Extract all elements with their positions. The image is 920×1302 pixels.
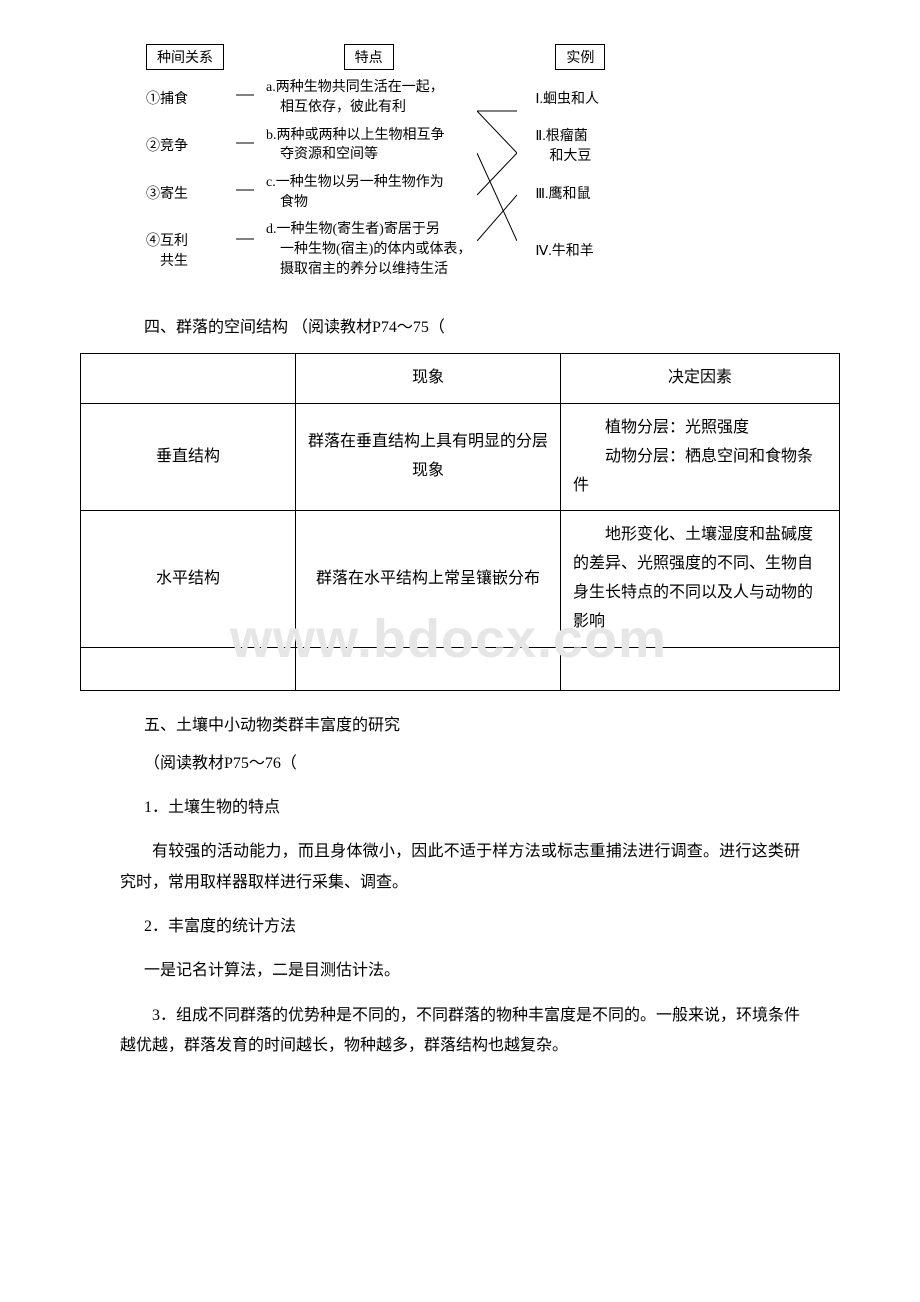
section5-p2-title: 2．丰富度的统计方法 [144, 912, 800, 942]
table-row1-c3a: 植物分层：光照强度 [573, 414, 827, 443]
table-row1-c3b: 动物分层：栖息空间和食物条件 [573, 443, 827, 501]
section5-p2-body: 一是记名计算法，二是目测估计法。 [144, 956, 800, 986]
diagram-head-col2: 特点 [344, 44, 394, 70]
diagram-head-col1: 种间关系 [146, 44, 224, 70]
diagram-label-3: ③寄生 [140, 169, 230, 216]
section5-note: （阅读教材P75～76（ [144, 749, 800, 779]
table-head-c2: 现象 [296, 354, 561, 404]
table-head-blank [81, 354, 296, 404]
section5-title: 五、土壤中小动物类群丰富度的研究 [144, 711, 860, 735]
diagram-feature-a: a.两种生物共同生活在一起， 相互依存，彼此有利 [260, 74, 477, 121]
relationship-diagram: 种间关系 特点 实例 ①捕食 a.两种生物共同生活在一起， 相互依存，彼此有利 [140, 40, 860, 283]
table-blank-1 [81, 647, 296, 690]
section5-p1-body: 有较强的活动能力，而且身体微小，因此不适于样方法或标志重捕法进行调查。进行这类研… [120, 837, 800, 898]
diagram-feature-c: c.一种生物以另一种生物作为 食物 [260, 169, 477, 216]
diagram-feature-d: d.一种生物(寄生者)寄居于另 一种生物(宿主)的体内或体表， 摄取宿主的养分以… [260, 216, 477, 283]
diagram-label-2: ②竞争 [140, 121, 230, 169]
section4-note: （阅读教材P74～75（ [292, 319, 445, 336]
table-row1-c3: 植物分层：光照强度 动物分层：栖息空间和食物条件 [561, 403, 840, 510]
diagram-label-4: ④互利 共生 [140, 216, 230, 283]
table-blank-3 [561, 647, 840, 690]
diagram-head-col3: 实例 [555, 44, 605, 70]
section4-heading: 四、群落的空间结构 （阅读教材P74～75（ [144, 313, 860, 337]
section5-p3: 3．组成不同群落的优势种是不同的，不同群落的物种丰富度是不同的。一般来说，环境条… [120, 1001, 800, 1062]
table-row1-c2: 群落在垂直结构上具有明显的分层现象 [296, 403, 561, 510]
section4-title-text: 四、群落的空间结构 [144, 319, 288, 336]
table-row2-c3: 地形变化、土壤湿度和盐碱度的差异、光照强度的不同、生物自身生长特点的不同以及人与… [561, 511, 840, 647]
diagram-example-2: Ⅱ.根瘤菌 和大豆 [529, 121, 631, 169]
section5-p1-title: 1．土壤生物的特点 [144, 793, 800, 823]
table-blank-2 [296, 647, 561, 690]
diagram-example-1: Ⅰ.蛔虫和人 [529, 74, 631, 121]
diagram-feature-b: b.两种或两种以上生物相互争 夺资源和空间等 [260, 121, 477, 169]
diagram-label-1: ①捕食 [140, 74, 230, 121]
structure-table: 现象 决定因素 垂直结构 群落在垂直结构上具有明显的分层现象 植物分层：光照强度… [80, 353, 840, 690]
table-row1-c1: 垂直结构 [81, 403, 296, 510]
diagram-example-4: Ⅳ.牛和羊 [529, 216, 631, 283]
table-head-c3: 决定因素 [561, 354, 840, 404]
table-row2-c1: 水平结构 [81, 511, 296, 647]
diagram-example-3: Ⅲ.鹰和鼠 [529, 169, 631, 216]
cross-lines-icon [477, 91, 517, 261]
table-row2-c2: 群落在水平结构上常呈镶嵌分布 [296, 511, 561, 647]
